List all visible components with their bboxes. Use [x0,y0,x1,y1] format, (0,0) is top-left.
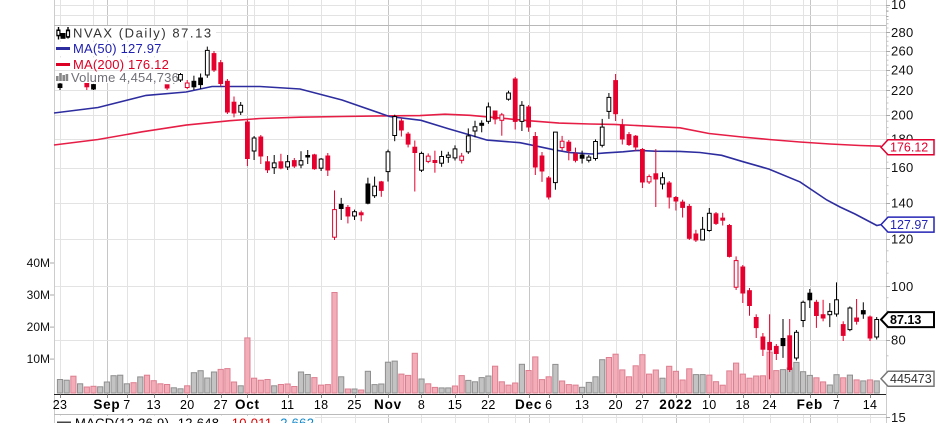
svg-text:100: 100 [891,279,914,294]
svg-text:160: 160 [891,160,914,175]
svg-text:30M: 30M [27,288,50,302]
svg-text:20: 20 [180,398,195,412]
svg-text:27: 27 [213,398,228,412]
svg-text:280: 280 [891,25,914,40]
svg-text:8: 8 [418,398,425,412]
svg-text:11: 11 [281,398,295,412]
svg-text:Dec: Dec [515,397,542,412]
svg-text:NVAX (Daily) 87.13: NVAX (Daily) 87.13 [73,26,213,41]
svg-text:176.12: 176.12 [890,140,928,154]
svg-text:22: 22 [481,398,496,412]
svg-text:2022: 2022 [659,397,692,412]
svg-text:127.97: 127.97 [890,218,928,232]
svg-text:MA(200) 176.12: MA(200) 176.12 [73,57,169,72]
svg-text:87.13: 87.13 [890,313,921,327]
svg-text:80: 80 [891,333,906,348]
svg-text:20: 20 [608,398,623,412]
svg-text:7: 7 [833,398,840,412]
svg-text:15: 15 [448,398,463,412]
svg-text:220: 220 [891,83,914,98]
svg-text:10M: 10M [27,352,50,366]
svg-text:140: 140 [891,195,914,210]
svg-text:13: 13 [575,398,590,412]
svg-text:20M: 20M [27,320,50,334]
svg-text:240: 240 [891,62,914,77]
svg-text:120: 120 [891,232,914,247]
svg-text:13: 13 [146,398,161,412]
svg-text:10: 10 [891,0,906,12]
svg-text:14: 14 [863,398,878,412]
svg-text:MA(50) 127.97: MA(50) 127.97 [73,41,162,56]
svg-text:MACD(12,26,9) -12.648, -10.011: MACD(12,26,9) -12.648, -10.011, 2.662 [75,416,314,424]
svg-text:25: 25 [347,398,362,412]
svg-text:260: 260 [891,44,914,59]
svg-text:27: 27 [635,398,650,412]
svg-text:15: 15 [891,410,906,423]
svg-text:445473: 445473 [890,372,932,386]
svg-text:40M: 40M [27,256,50,270]
svg-text:6: 6 [545,398,552,412]
svg-text:24: 24 [762,398,777,412]
svg-text:Volume 4,454,736: Volume 4,454,736 [71,70,179,85]
svg-text:200: 200 [891,108,914,123]
svg-text:Oct: Oct [235,397,260,412]
svg-text:18: 18 [736,398,751,412]
svg-text:10: 10 [702,398,717,412]
svg-text:Sep: Sep [93,397,120,412]
svg-text:18: 18 [314,398,329,412]
svg-text:Feb: Feb [797,397,823,412]
svg-text:7: 7 [123,398,130,412]
svg-text:Nov: Nov [374,397,402,412]
svg-text:23: 23 [53,398,68,412]
